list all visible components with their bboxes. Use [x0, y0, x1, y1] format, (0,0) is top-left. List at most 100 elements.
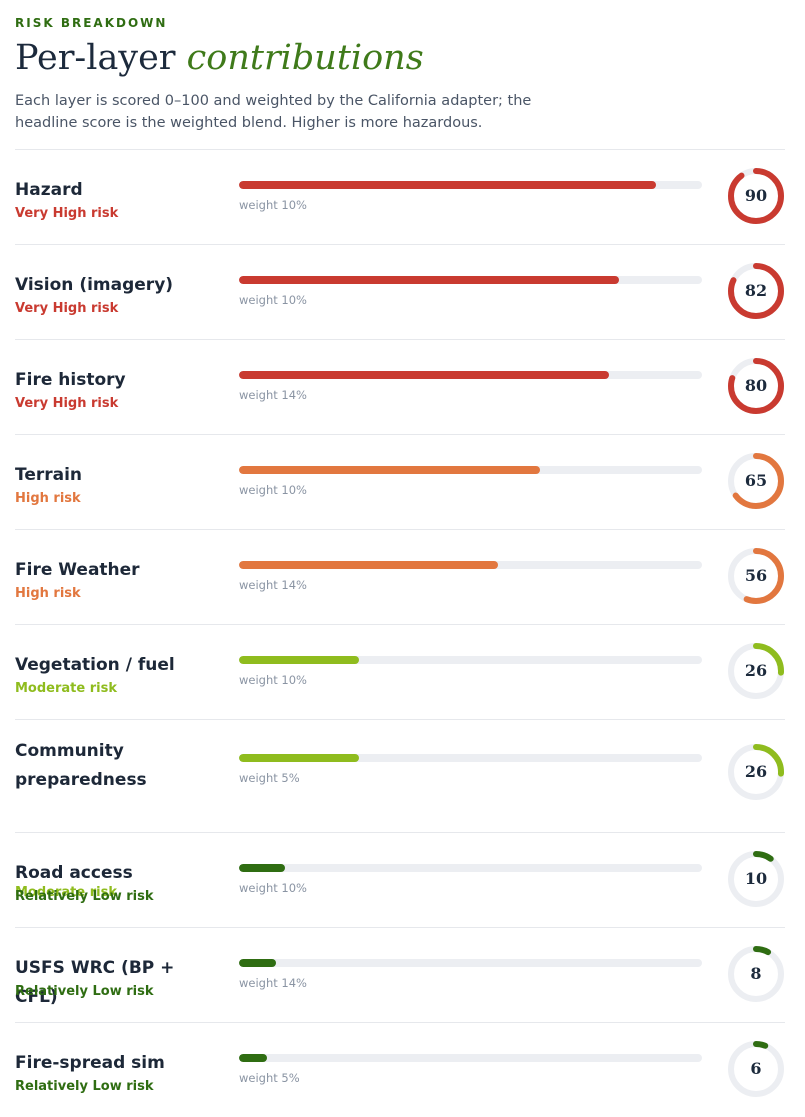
ring-progress: [728, 643, 784, 699]
layer-name: Fire-spread sim: [15, 1053, 165, 1073]
ring-progress: [728, 851, 784, 907]
score-value: 6: [750, 1059, 762, 1078]
layer-weight: weight 10%: [239, 881, 307, 895]
layer-name: Fire history: [15, 370, 126, 390]
risk-label: Moderate risk: [15, 681, 117, 696]
score-value: 8: [750, 964, 762, 983]
score-ring-graphic: [728, 453, 784, 509]
layer-row: Vegetation / fuel Moderate risk weight 1…: [15, 624, 785, 719]
score-bar-track: [239, 959, 702, 967]
score-bar-track: [239, 276, 702, 284]
title-accent: contributions: [186, 38, 424, 78]
score-bar-track: [239, 1054, 702, 1062]
ring-progress: [728, 358, 784, 414]
score-ring: 8: [725, 943, 787, 1005]
score-bar-fill: [239, 864, 286, 872]
section-description: Each layer is scored 0–100 and weighted …: [15, 93, 532, 131]
layer-name: Road access: [15, 863, 133, 883]
score-value: 80: [744, 376, 768, 395]
score-ring: 90: [725, 165, 787, 227]
layer-weight: weight 5%: [239, 771, 300, 785]
score-ring-graphic: [728, 851, 784, 907]
score-bar-fill: [239, 371, 610, 379]
ring-progress: [728, 548, 784, 604]
layer-row: Road access Relatively Low risk weight 1…: [15, 832, 785, 927]
layer-name: Terrain: [15, 465, 83, 485]
layer-name: USFS WRC (BP + CFL): [15, 958, 175, 1007]
score-bar-fill: [239, 1054, 267, 1062]
score-value: 56: [744, 566, 768, 585]
score-ring: 56: [725, 545, 787, 607]
ring-progress: [728, 453, 784, 509]
score-value: 26: [744, 661, 768, 680]
layer-list: Hazard Very High risk weight 10% 90 Visi…: [15, 149, 785, 1117]
risk-label: High risk: [15, 491, 81, 506]
layer-weight: weight 10%: [239, 198, 307, 212]
score-bar-fill: [239, 561, 499, 569]
ring-progress: [728, 168, 784, 224]
layer-name: Community preparedness: [15, 741, 147, 790]
score-bar-fill: [239, 754, 360, 762]
risk-label: Very High risk: [15, 206, 119, 221]
risk-label: Very High risk: [15, 396, 119, 411]
score-ring-graphic: [728, 643, 784, 699]
score-ring-graphic: [728, 946, 784, 1002]
score-value: 82: [744, 281, 768, 300]
score-ring-graphic: [728, 168, 784, 224]
score-value: 90: [744, 186, 768, 205]
score-ring: 80: [725, 355, 787, 417]
layer-weight: weight 14%: [239, 388, 307, 402]
score-ring-graphic: [728, 263, 784, 319]
score-bar-fill: [239, 181, 656, 189]
score-bar-track: [239, 561, 702, 569]
score-bar-fill: [239, 466, 540, 474]
score-bar-fill: [239, 656, 360, 664]
score-bar-track: [239, 466, 702, 474]
score-ring-graphic: [728, 1041, 784, 1097]
score-bar-track: [239, 656, 702, 664]
page-title: Per-layer contributions: [15, 38, 424, 78]
score-ring-graphic: [728, 744, 784, 800]
layer-row: Fire-spread sim Relatively Low risk weig…: [15, 1022, 785, 1117]
score-value: 26: [744, 762, 768, 781]
layer-row: Hazard Very High risk weight 10% 90: [15, 149, 785, 244]
layer-name: Hazard: [15, 180, 83, 200]
title-plain: Per-layer: [15, 38, 176, 78]
layer-row: Fire Weather High risk weight 14% 56: [15, 529, 785, 624]
risk-label: High risk: [15, 586, 81, 601]
layer-row: Fire history Very High risk weight 14% 8…: [15, 339, 785, 434]
layer-weight: weight 10%: [239, 293, 307, 307]
layer-weight: weight 10%: [239, 483, 307, 497]
score-value: 65: [744, 471, 768, 490]
risk-label: Relatively Low risk: [15, 984, 154, 999]
score-ring-graphic: [728, 548, 784, 604]
score-ring: 26: [725, 640, 787, 702]
score-bar-track: [239, 181, 702, 189]
score-bar-fill: [239, 959, 277, 967]
score-bar-fill: [239, 276, 619, 284]
layer-row: Community preparedness Moderate risk wei…: [15, 719, 785, 900]
layer-weight: weight 5%: [239, 1071, 300, 1085]
layer-name: Vision (imagery): [15, 275, 174, 295]
risk-label: Moderate risk: [15, 885, 117, 900]
score-bar-track: [239, 754, 702, 762]
section-eyebrow: RISK BREAKDOWN: [15, 16, 168, 30]
score-bar-track: [239, 371, 702, 379]
ring-progress: [728, 744, 784, 800]
score-ring: 6: [725, 1038, 787, 1100]
layer-name: Fire Weather: [15, 560, 140, 580]
layer-weight: weight 14%: [239, 976, 307, 990]
layer-name: Vegetation / fuel: [15, 655, 175, 675]
risk-label: Relatively Low risk: [15, 1079, 154, 1094]
score-ring: 82: [725, 260, 787, 322]
risk-label: Relatively Low risk: [15, 889, 154, 904]
layer-row: USFS WRC (BP + CFL) Relatively Low risk …: [15, 927, 785, 1022]
score-value: 10: [744, 869, 768, 888]
ring-progress: [728, 1041, 784, 1097]
score-ring: 10: [725, 848, 787, 910]
score-ring: 65: [725, 450, 787, 512]
layer-row: Vision (imagery) Very High risk weight 1…: [15, 244, 785, 339]
score-bar-track: [239, 864, 702, 872]
score-ring-graphic: [728, 358, 784, 414]
layer-weight: weight 10%: [239, 673, 307, 687]
